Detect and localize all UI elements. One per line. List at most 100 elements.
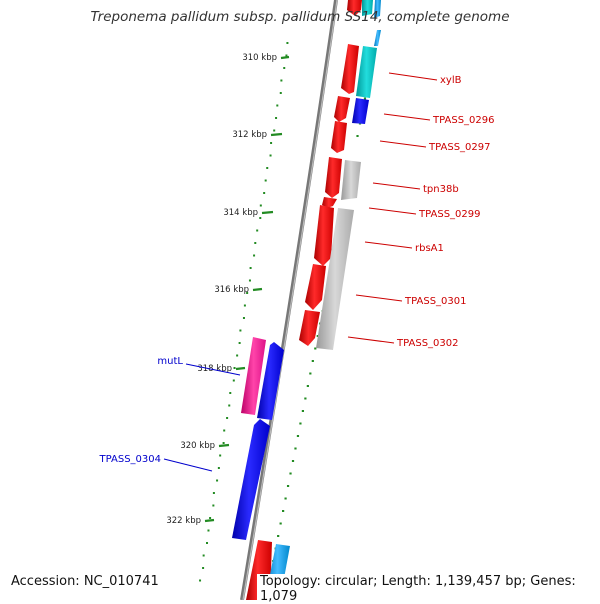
gene-label[interactable]: TPASS_0296 [432, 115, 494, 126]
gc-dot [242, 317, 245, 319]
accession-text: Accession: NC_010741 [9, 574, 161, 589]
gc-dot [266, 167, 269, 169]
gene-label-connector [355, 294, 403, 302]
grey-feature[interactable] [341, 160, 361, 200]
map-title: Treponema pallidum subsp. pallidum SS14,… [90, 9, 510, 25]
reverse-cds-feature[interactable] [257, 342, 284, 420]
gc-dot [233, 367, 236, 369]
tick-mark [261, 210, 274, 215]
gc-dot [207, 529, 210, 532]
gc-dot [212, 492, 215, 494]
gene-label[interactable]: TPASS_0299 [418, 209, 480, 220]
tick-label: 322 kbp [166, 516, 201, 526]
skew-dot [314, 347, 317, 350]
skew-dot [282, 510, 285, 512]
cds-feature[interactable] [334, 96, 350, 122]
gc-dot [236, 354, 239, 357]
gc-dot [206, 542, 209, 544]
pink-feature[interactable] [241, 337, 266, 415]
cds-feature[interactable] [331, 121, 347, 153]
tick-mark [252, 287, 263, 292]
tick-label: 312 kbp [232, 130, 267, 140]
gc-content-track [199, 42, 289, 582]
gc-dot [249, 267, 252, 269]
cds-feature[interactable] [347, 0, 362, 16]
skew-dot [277, 535, 280, 537]
genome-backbone [240, 0, 338, 600]
gc-dot [229, 392, 232, 394]
gene-label[interactable]: TPASS_0302 [396, 338, 458, 349]
skew-dot [296, 435, 300, 437]
tick-label: 316 kbp [214, 285, 249, 295]
skew-dot [306, 385, 309, 387]
cyan-feature[interactable] [356, 46, 377, 98]
gc-dot [285, 54, 288, 57]
gene-label[interactable]: tpn38b [423, 184, 459, 195]
gc-dot [264, 179, 267, 182]
gc-dot [228, 404, 231, 407]
gene-label[interactable]: TPASS_0304 [99, 454, 161, 465]
gene-label[interactable]: TPASS_0297 [428, 142, 490, 153]
inner-features [232, 337, 284, 540]
skew-dot [291, 460, 295, 462]
skew-dot [299, 422, 302, 425]
gc-dot [232, 379, 235, 382]
gc-dot [239, 329, 242, 332]
gene-label-connector [372, 182, 421, 190]
cds-feature[interactable] [325, 157, 342, 198]
gene-label[interactable]: mutL [157, 356, 183, 367]
gc-dot [254, 242, 257, 244]
tick-mark [235, 366, 246, 371]
tick-label: 318 kbp [197, 364, 232, 374]
tick-mark [280, 55, 290, 60]
gc-dot [273, 129, 276, 132]
gene-label-connector [383, 113, 431, 121]
gc-dot [202, 567, 205, 569]
gc-dot [276, 104, 279, 107]
gc-dot [253, 254, 256, 257]
gc-dot [219, 454, 222, 457]
skew-dot [363, 97, 367, 100]
skew-dot [311, 360, 314, 362]
gc-dot [259, 217, 262, 219]
skew-dot [309, 372, 312, 375]
gc-dot [269, 154, 272, 157]
cds-feature[interactable] [341, 44, 359, 94]
tick-label: 320 kbp [180, 441, 215, 451]
gc-dot [246, 292, 249, 294]
gc-dot [280, 79, 283, 82]
gc-dot [217, 467, 220, 469]
gc-dot [243, 304, 246, 307]
coordinate-ticks: 310 kbp 312 kbp 314 kbp 316 kbp 318 kbp 320 k… [166, 53, 290, 526]
forward-cds-features [246, 0, 362, 600]
sky-feature[interactable] [374, 30, 381, 46]
cds-feature[interactable] [322, 197, 337, 208]
gc-dot [259, 204, 262, 207]
cds-feature[interactable] [314, 205, 334, 266]
reverse-cds-feature[interactable] [352, 98, 369, 124]
gc-dot [199, 579, 202, 582]
tick-mark [218, 443, 230, 448]
gc-dot [238, 342, 241, 344]
skew-dot [286, 485, 290, 487]
cyan-feature[interactable] [362, 0, 373, 16]
cds-feature[interactable] [305, 264, 326, 310]
tick-label: 310 kbp [242, 53, 277, 63]
gene-labels: xylB TPASS_0296 TPASS_0297 tpn38b TPASS_0299… [99, 72, 494, 472]
gene-label[interactable]: TPASS_0301 [404, 296, 466, 307]
gc-dot [202, 554, 205, 557]
grey-feature[interactable] [316, 208, 354, 350]
gene-label[interactable]: rbsA1 [415, 243, 444, 254]
sky-feature[interactable] [374, 0, 381, 18]
genome-summary-text: Topology: circular; Length: 1,139,457 bp… [257, 574, 600, 604]
skew-dot [289, 472, 292, 475]
gc-dot [263, 192, 266, 194]
skew-dot [294, 447, 297, 450]
reverse-cds-feature[interactable] [232, 419, 270, 540]
skew-dot [304, 397, 307, 400]
skew-dot [316, 335, 319, 337]
gc-dot [256, 229, 259, 232]
cds-feature[interactable] [299, 310, 320, 346]
gene-label[interactable]: xylB [440, 75, 462, 86]
